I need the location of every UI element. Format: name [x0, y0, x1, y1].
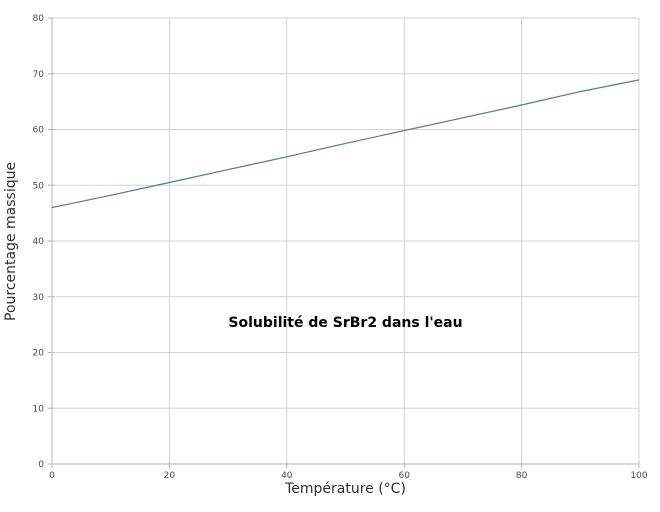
y-tick-label: 80 — [33, 14, 45, 24]
y-tick-label: 20 — [33, 349, 45, 359]
y-tick-label: 70 — [33, 70, 45, 80]
x-tick-label: 100 — [630, 471, 647, 481]
y-tick-label: 30 — [33, 293, 45, 303]
x-tick-label: 60 — [398, 471, 410, 481]
chart-title: Solubilité de SrBr2 dans l'eau — [228, 315, 463, 331]
y-axis-title: Pourcentage massique — [3, 161, 19, 321]
x-tick-label: 80 — [516, 471, 528, 481]
y-tick-label: 0 — [38, 460, 44, 470]
y-tick-label: 10 — [33, 404, 45, 414]
x-axis-title: Température (°C) — [285, 481, 406, 497]
y-tick-label: 60 — [33, 126, 45, 136]
x-tick-label: 0 — [49, 471, 55, 481]
x-tick-label: 40 — [281, 471, 293, 481]
x-tick-label: 20 — [164, 471, 176, 481]
y-tick-label: 50 — [33, 181, 45, 191]
y-tick-label: 40 — [33, 237, 45, 247]
series-line — [51, 79, 640, 209]
